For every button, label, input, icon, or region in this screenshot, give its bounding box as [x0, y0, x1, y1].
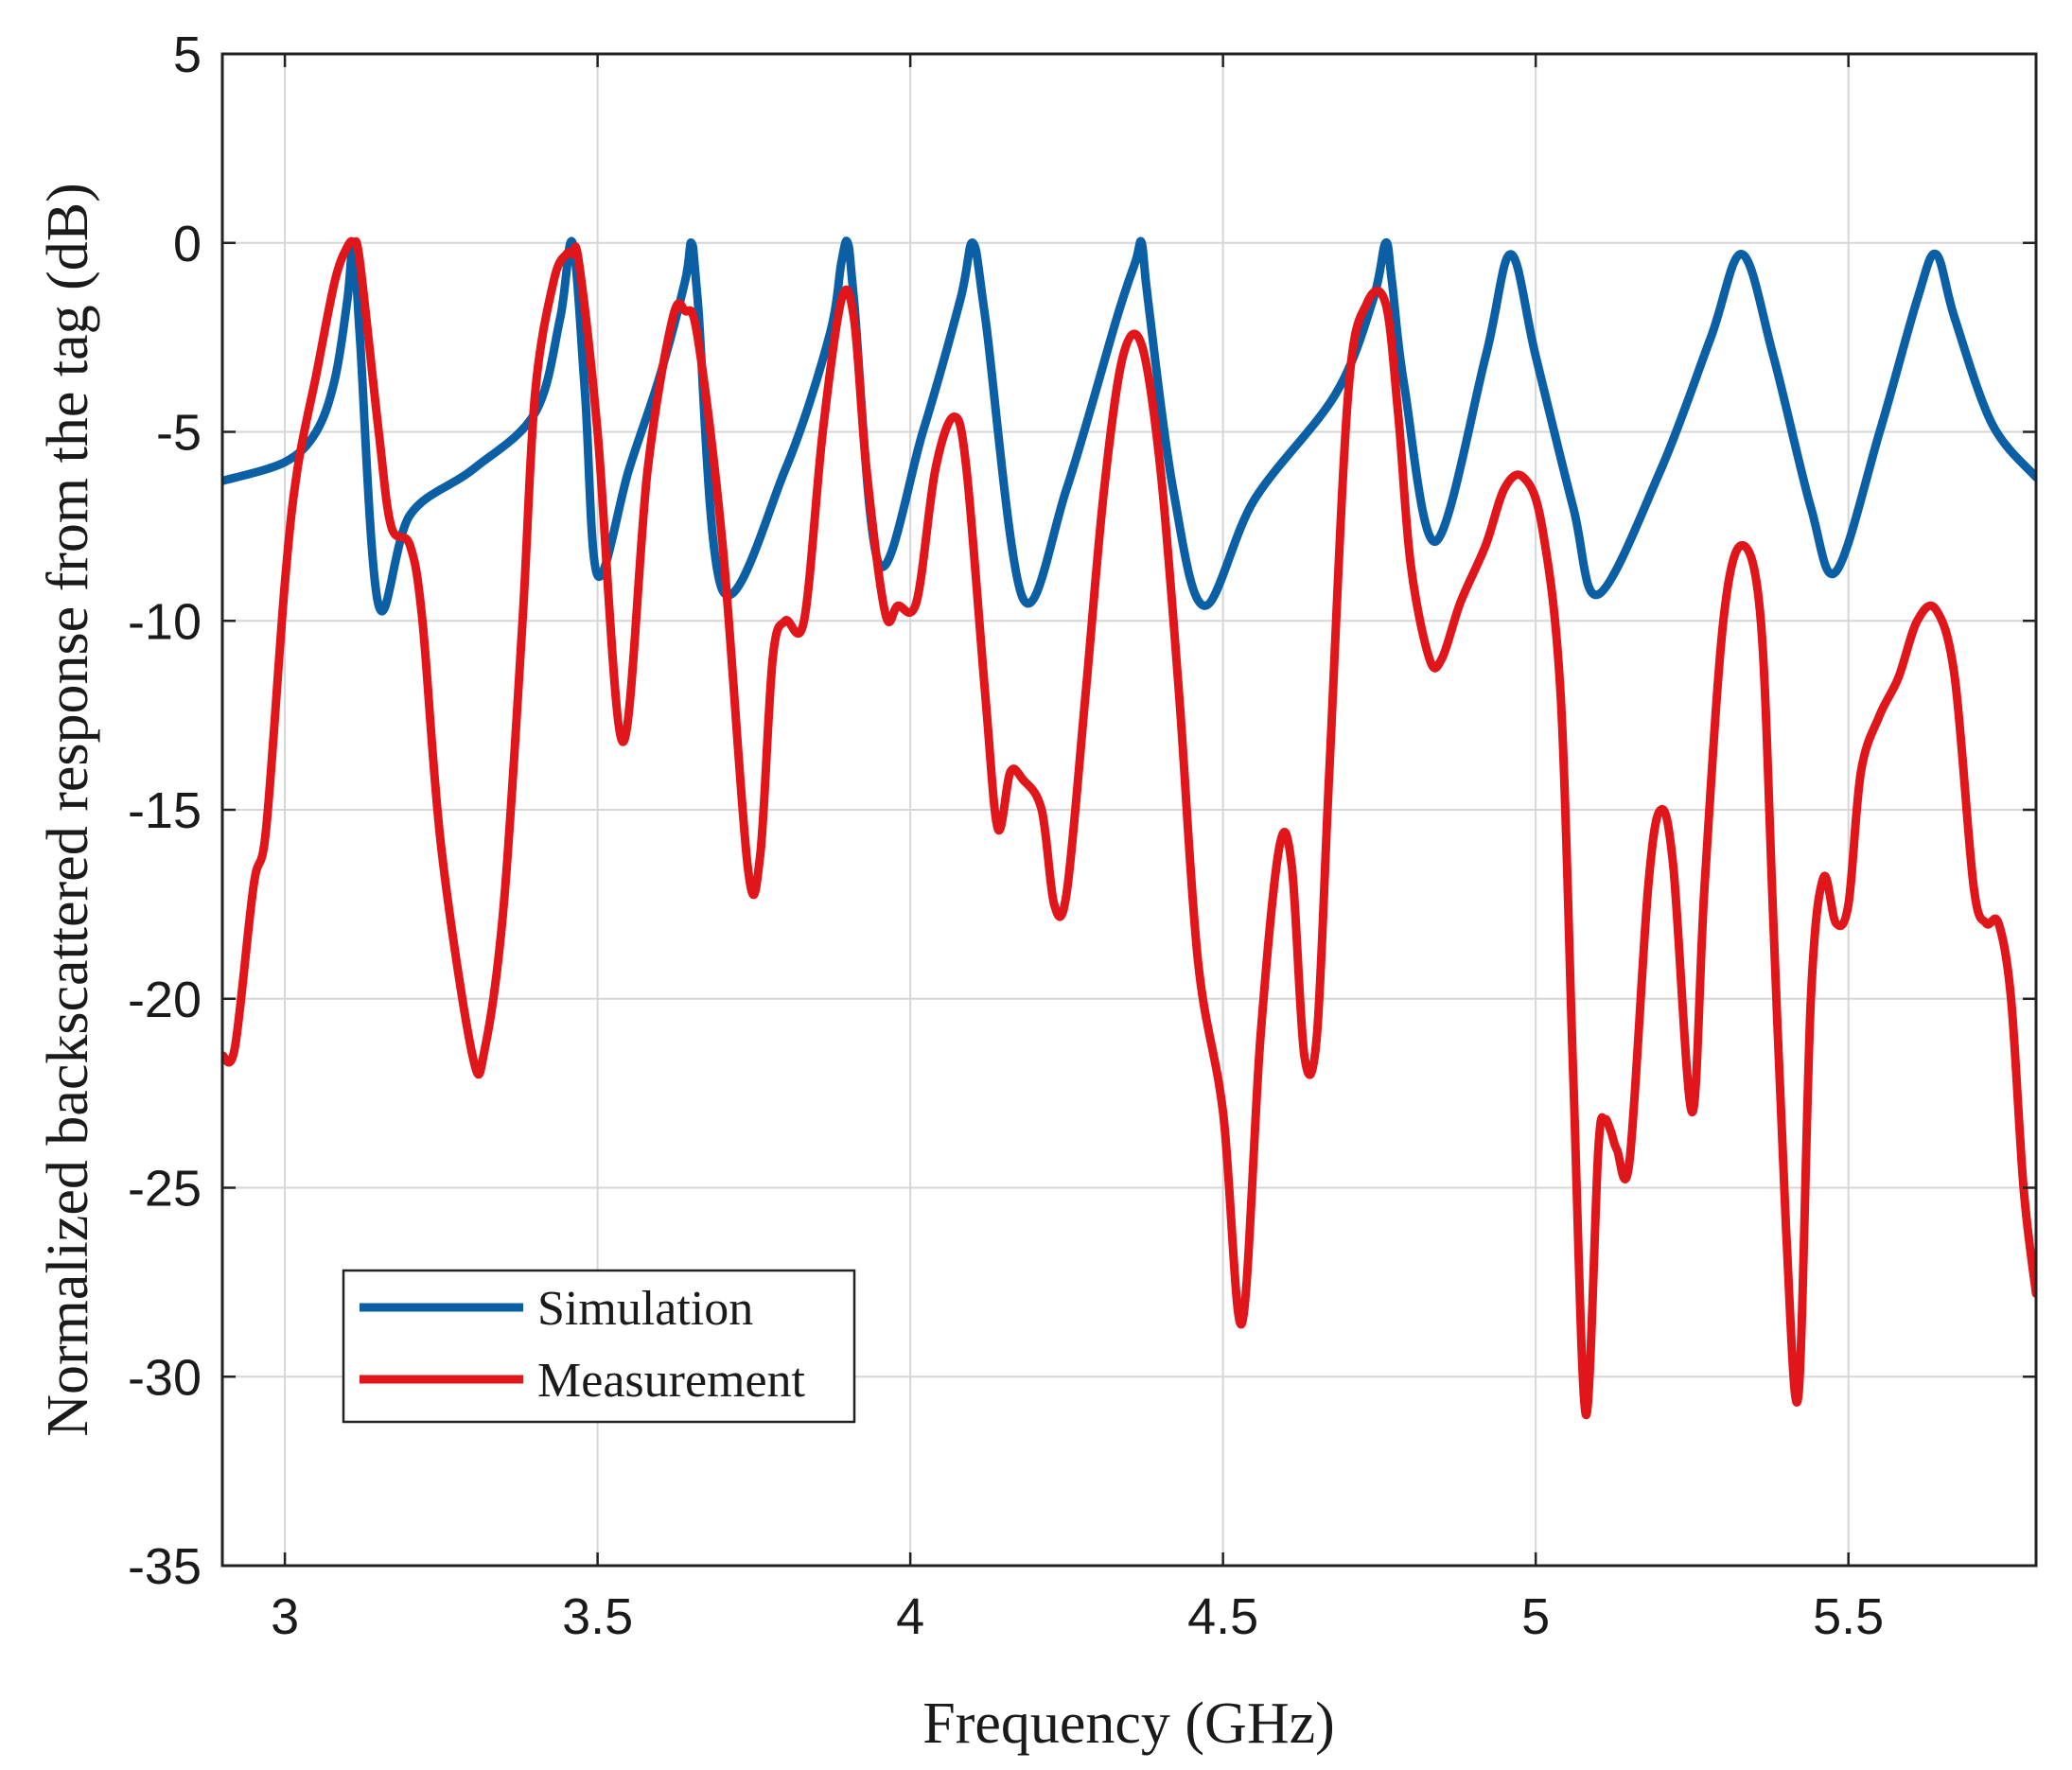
series-line-measurement — [222, 237, 2036, 1419]
series-layer — [222, 237, 2036, 1419]
series-line-simulation — [222, 237, 2036, 616]
x-tick-label: 5 — [1521, 1588, 1550, 1645]
y-tick-label: 0 — [173, 216, 202, 272]
y-tick-label: -10 — [128, 593, 202, 650]
grid — [222, 53, 2036, 1567]
legend-box — [342, 1269, 856, 1424]
legend-label-simulation: Simulation — [537, 1282, 753, 1336]
y-axis-title: Normalized backscattered response from t… — [36, 183, 100, 1437]
tick-labels: 3 3.5 4 4.5 5 5.5 5 0 -5 -10 -15 -20 -25 -30 -35 — [128, 26, 2036, 1645]
y-tick-label: -20 — [128, 972, 202, 1028]
x-tick-label: 3 — [271, 1588, 299, 1645]
legend: Simulation Measurement — [342, 1269, 856, 1424]
x-tick-label: 4.5 — [1187, 1588, 1258, 1645]
x-tick-label: 5.5 — [1813, 1588, 1884, 1645]
x-tick-label: 4 — [896, 1588, 924, 1645]
y-tick-label: -30 — [128, 1349, 202, 1406]
y-tick-label: -25 — [128, 1161, 202, 1218]
x-tick-label: 3.5 — [562, 1588, 633, 1645]
legend-label-measurement: Measurement — [537, 1354, 806, 1408]
x-axis-title: Frequency (GHz) — [922, 1691, 1335, 1756]
y-tick-label: 5 — [173, 26, 202, 83]
y-tick-label: -15 — [128, 782, 202, 839]
y-tick-label: -5 — [156, 405, 202, 462]
y-tick-label: -35 — [128, 1538, 202, 1595]
